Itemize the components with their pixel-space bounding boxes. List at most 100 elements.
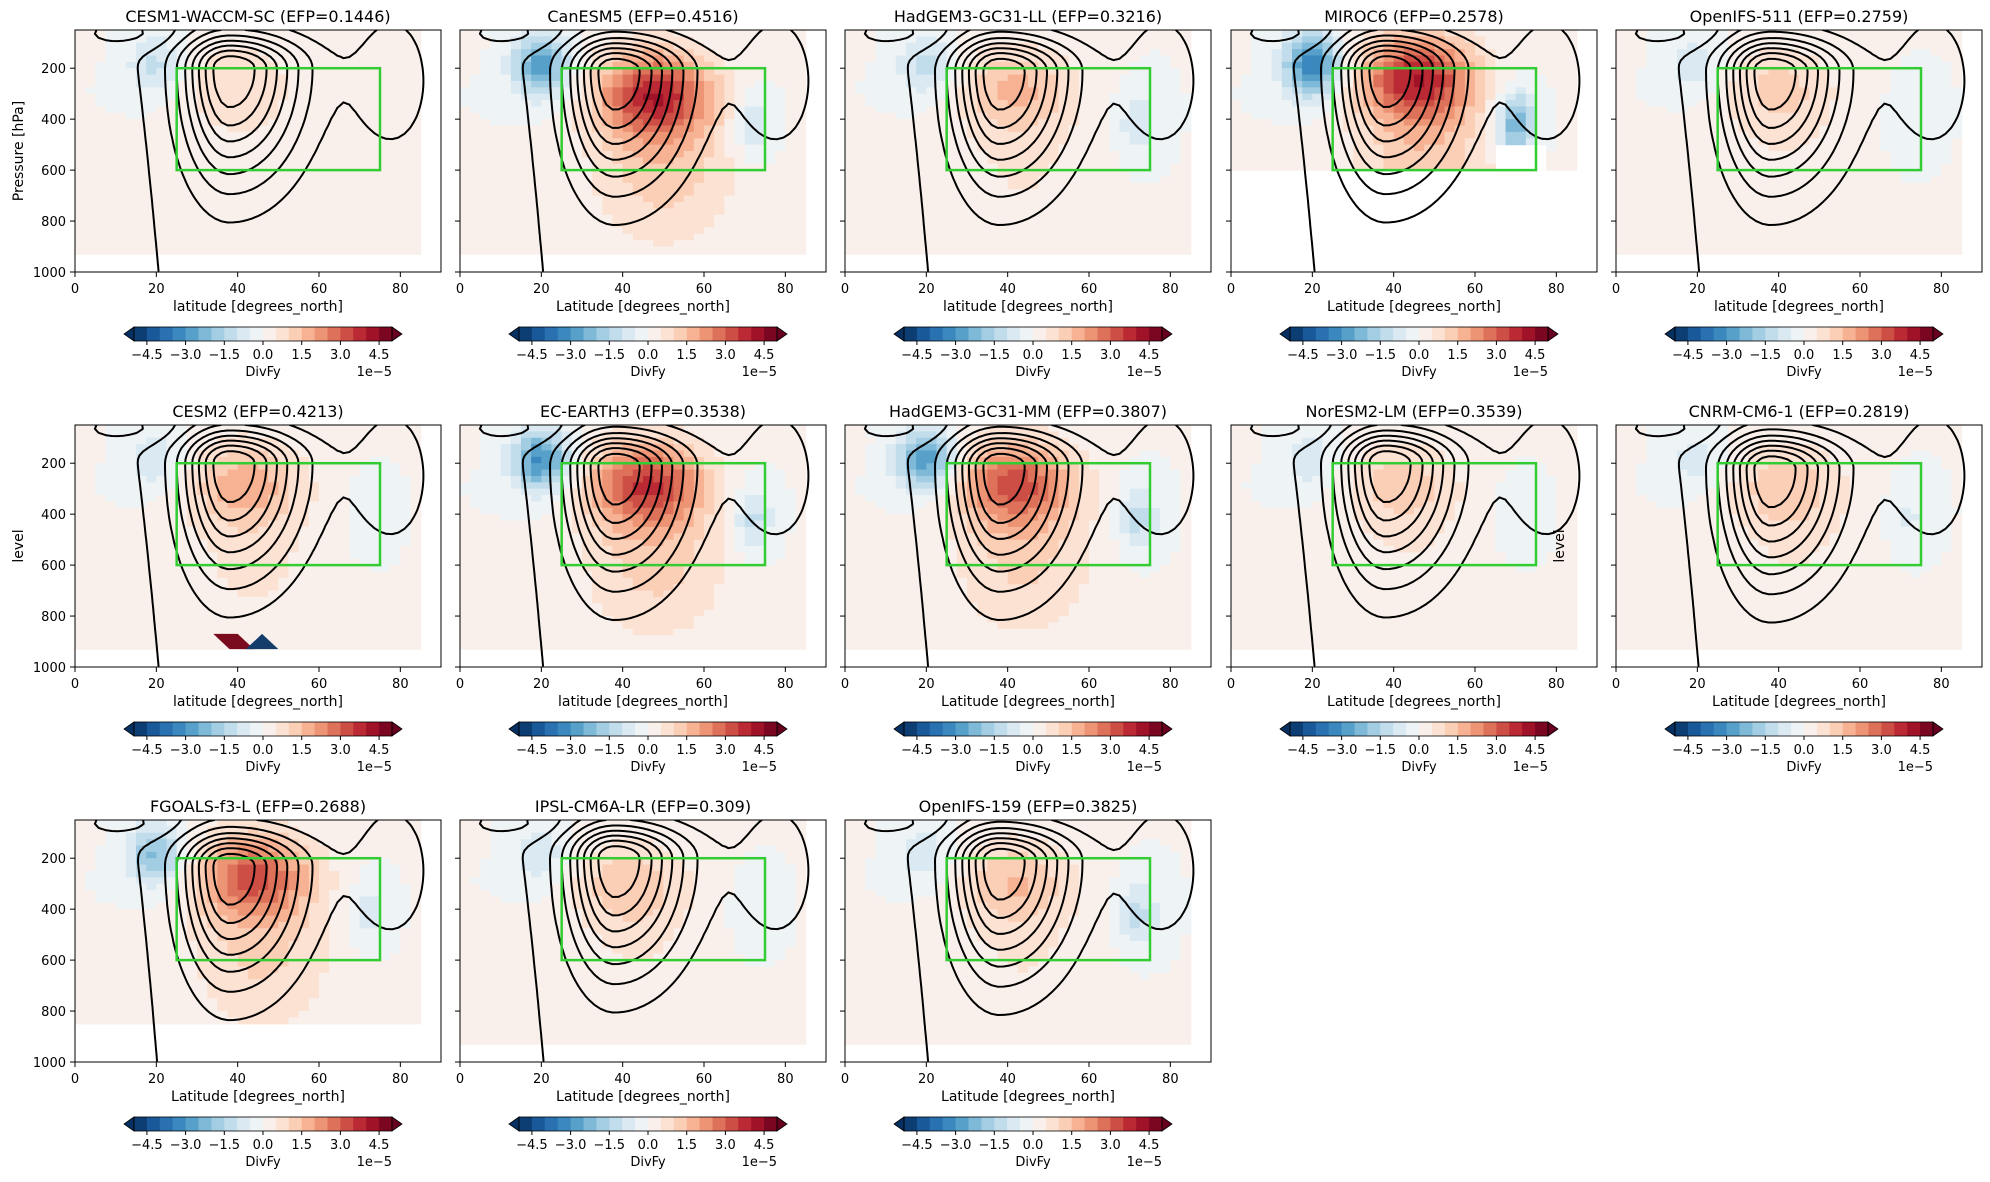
field-cell — [1058, 119, 1070, 127]
field-cell — [480, 106, 492, 114]
field-cell — [1566, 68, 1578, 76]
field-cell — [1546, 61, 1557, 69]
field-cell — [1068, 74, 1080, 82]
field-cell — [1332, 163, 1344, 171]
field-cell — [683, 112, 695, 120]
wind-contour — [478, 30, 530, 43]
field-cell — [1160, 125, 1171, 133]
field-cell — [136, 144, 147, 152]
field-cell — [1028, 36, 1039, 44]
field-cell — [765, 80, 776, 88]
field-cell — [197, 157, 208, 165]
field-cell — [136, 151, 147, 158]
field-cell — [1475, 36, 1486, 44]
field-cell — [734, 221, 746, 229]
field-cell — [1383, 30, 1395, 37]
field-cell — [390, 163, 401, 171]
field-cell — [734, 87, 746, 95]
field-cell — [1058, 252, 1070, 255]
field-cell — [349, 144, 361, 152]
field-cell — [339, 36, 351, 44]
wind-contours — [478, 30, 810, 272]
field-cell — [795, 36, 807, 44]
field-cell — [775, 189, 786, 197]
field-cell — [926, 87, 938, 95]
field-cell — [936, 55, 948, 63]
field-cell — [1109, 240, 1121, 248]
field-cell — [500, 144, 512, 152]
field-cell — [785, 138, 797, 146]
field-cell — [176, 189, 188, 197]
field-cell — [916, 221, 927, 229]
field-cell — [744, 170, 756, 178]
field-cell — [1150, 201, 1161, 209]
colorbar-tick-label: −4.5 — [516, 348, 548, 363]
field-cell — [1058, 36, 1070, 44]
colorbar-tick-label: 4.5 — [1139, 348, 1160, 363]
field-cell — [622, 233, 634, 241]
field-cell — [490, 80, 502, 88]
field-cell — [1616, 119, 1627, 127]
field-cell — [237, 182, 249, 190]
field-cell — [1546, 87, 1557, 95]
field-cell — [571, 151, 583, 158]
field-cell — [1626, 87, 1637, 95]
field-cell — [85, 157, 96, 165]
field-cell — [390, 30, 401, 37]
field-cell — [1646, 182, 1658, 190]
field-cell — [1028, 80, 1039, 88]
field-cell — [339, 176, 351, 184]
field-cell — [714, 93, 725, 101]
field-cell — [1666, 55, 1678, 63]
field-cell — [1373, 80, 1385, 88]
field-cell — [1150, 80, 1161, 88]
field-cell — [1697, 125, 1709, 133]
field-cell — [673, 189, 685, 197]
field-cell — [480, 182, 492, 190]
field-cell — [1099, 49, 1110, 57]
field-cell — [400, 125, 412, 133]
field-cell — [946, 93, 958, 101]
field-cell — [1464, 30, 1476, 37]
field-cell — [95, 30, 107, 37]
field-cell — [946, 214, 958, 222]
field-cell — [480, 233, 492, 241]
field-cell — [247, 144, 259, 152]
field-cell — [551, 201, 563, 209]
colorbar-segment — [1033, 327, 1047, 341]
field-cell — [349, 68, 361, 76]
field-cell — [765, 151, 776, 158]
field-cell — [156, 68, 168, 76]
field-cell — [643, 36, 654, 44]
field-cell — [582, 144, 593, 152]
field-cell — [1322, 112, 1334, 120]
field-cell — [1454, 151, 1466, 158]
field-cell — [1556, 157, 1568, 165]
field-cell — [1129, 195, 1141, 203]
field-cell — [865, 61, 877, 69]
field-cell — [1687, 61, 1698, 69]
field-cell — [1139, 176, 1151, 184]
field-cell — [845, 93, 856, 101]
field-cell — [95, 36, 107, 44]
field-cell — [1505, 93, 1517, 101]
field-cell — [85, 195, 96, 203]
field-cell — [1007, 151, 1019, 158]
field-cell — [349, 80, 361, 88]
field-cell — [1536, 30, 1547, 37]
field-cell — [734, 163, 746, 171]
field-cell — [744, 189, 756, 197]
field-cell — [369, 221, 381, 229]
field-cell — [602, 170, 614, 178]
field-cell — [1646, 214, 1658, 222]
field-cell — [1241, 119, 1252, 127]
field-cell — [1373, 36, 1385, 44]
field-cell — [683, 252, 695, 255]
field-cell — [510, 144, 522, 152]
field-cell — [247, 30, 259, 37]
field-cell — [977, 246, 988, 254]
field-cell — [1636, 49, 1648, 57]
field-cell — [1616, 36, 1627, 44]
field-cell — [380, 55, 391, 63]
field-cell — [967, 112, 978, 120]
